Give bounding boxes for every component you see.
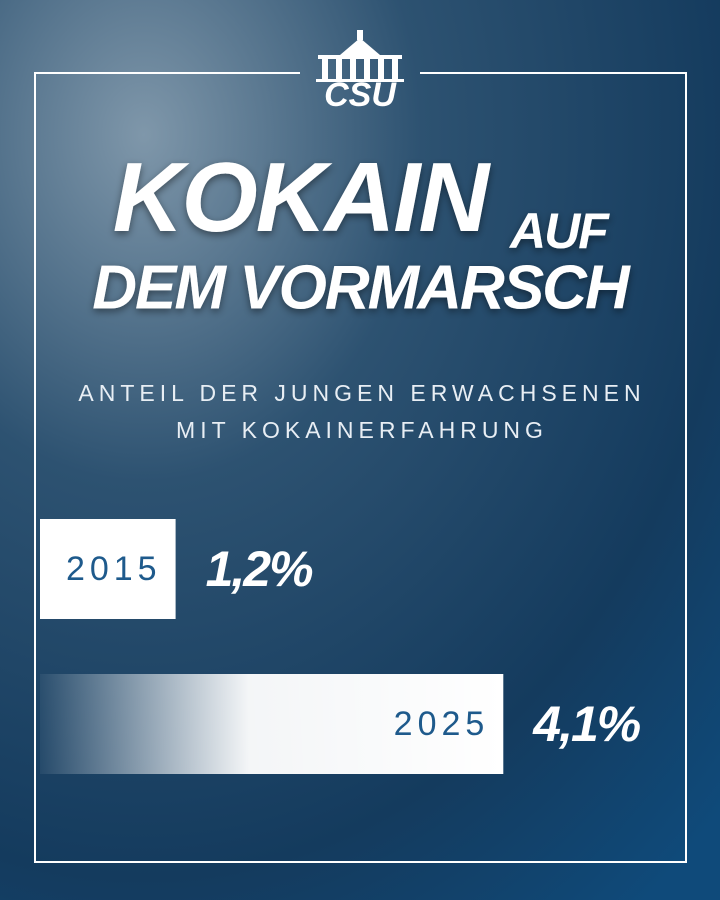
value-label: 1,2%: [206, 541, 314, 597]
category-label: 2025: [394, 705, 490, 743]
logo-text: CSU: [324, 76, 397, 114]
subtitle: MIT KOKAINERFAHRUNG: [176, 417, 548, 443]
title: AUF: [508, 203, 610, 259]
subtitle: ANTEIL DER JUNGEN ERWACHSENEN: [78, 380, 645, 406]
bar: [40, 519, 176, 619]
bar: [40, 674, 504, 774]
category-label: 2015: [66, 550, 162, 588]
value-label: 4,1%: [532, 696, 641, 752]
frame: [34, 72, 687, 863]
title: DEM VORMARSCH: [92, 253, 631, 322]
logo-building: [316, 30, 404, 82]
title-highlight: KOKAIN: [113, 142, 492, 252]
